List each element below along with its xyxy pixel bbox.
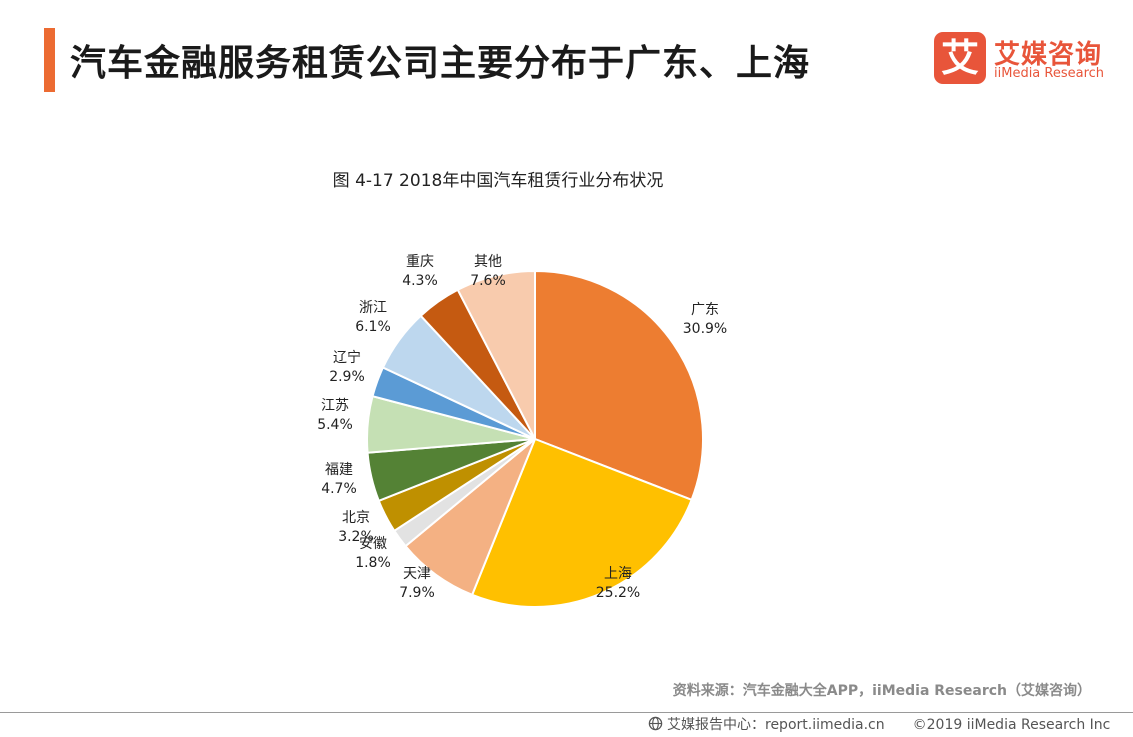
slice-value-label: 4.7% [321, 481, 357, 497]
brand-logo: 艾 艾媒咨询 iiMedia Research [934, 32, 1124, 88]
slice-label: 上海 [604, 566, 632, 582]
logo-name-cn: 艾媒咨询 [994, 40, 1103, 70]
slice-label: 广东 [691, 302, 719, 318]
footer-copyright: ©2019 iiMedia Research Inc [912, 717, 1111, 733]
slice-label: 浙江 [359, 300, 387, 316]
slice-label: 重庆 [406, 254, 434, 270]
pie-slice [534, 269, 704, 502]
logo-mark: 艾 [934, 32, 986, 84]
chart-title: 图 4-17 2018年中国汽车租赁行业分布状况 [332, 171, 664, 191]
slice-label: 北京 [342, 510, 370, 526]
slice-label: 安徽 [359, 536, 387, 552]
slice-label: 天津 [403, 566, 431, 582]
slice-label: 福建 [325, 462, 353, 478]
slice-label: 江苏 [321, 398, 349, 414]
footer: 艾媒报告中心：report.iimedia.cn ©2019 iiMedia Re… [648, 714, 1110, 735]
pie-slice [470, 437, 693, 609]
logo-name-en: iiMedia Research [994, 66, 1105, 81]
slice-value-label: 2.9% [329, 369, 365, 385]
footer-site: 艾媒报告中心：report.iimedia.cn [667, 717, 885, 733]
slice-value-label: 4.3% [402, 273, 438, 289]
slice-value-label: 1.8% [355, 555, 391, 571]
source-note: 资料来源：汽车金融大全APP，iiMedia Research（艾媒咨询） [672, 683, 1091, 699]
slice-label: 辽宁 [333, 349, 361, 366]
footer-divider [0, 712, 1133, 713]
slice-value-label: 3.2% [338, 529, 374, 545]
slice-value-label: 25.2% [596, 585, 640, 601]
slice-value-label: 30.9% [683, 321, 727, 337]
slice-label: 其他 [474, 254, 502, 270]
pie-slice [456, 269, 536, 440]
page-title: 汽车金融服务租赁公司主要分布于广东、上海 [70, 43, 811, 84]
globe-icon [648, 716, 663, 735]
slice-value-label: 7.9% [399, 585, 435, 601]
slice-value-label: 7.6% [470, 273, 506, 289]
slice-value-label: 5.4% [317, 417, 353, 433]
title-accent-bar [44, 28, 55, 92]
slice-value-label: 6.1% [355, 319, 391, 335]
